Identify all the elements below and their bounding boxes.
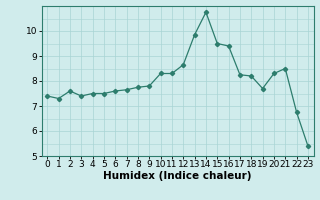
X-axis label: Humidex (Indice chaleur): Humidex (Indice chaleur) — [103, 171, 252, 181]
